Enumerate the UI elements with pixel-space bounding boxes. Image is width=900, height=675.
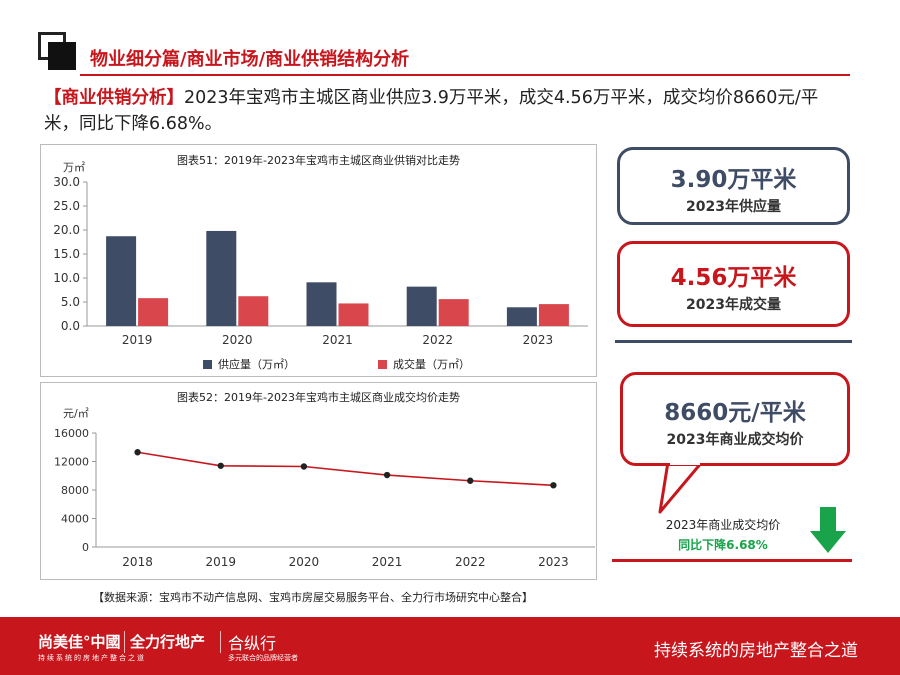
y-tick-label: 20.0 (53, 223, 80, 237)
footer-brand-hezongxing-sub: 多元联合的品牌经营者 (228, 654, 298, 662)
x-tick-label: 2023 (538, 555, 569, 569)
header-logo-icon (38, 32, 78, 72)
yoy-line2: 同比下降6.68% (678, 538, 768, 552)
supply-card: 3.90万平米 2023年供应量 (617, 147, 850, 225)
x-tick-label: 2021 (372, 555, 403, 569)
divider-red (612, 559, 852, 562)
supply-bar (306, 282, 337, 326)
footer-slogan: 持续系统的房地产整合之道 (654, 641, 858, 661)
price-trend-chart-panel: 0 4000 8000 12000 16000 2018 2019 2020 2021 2022 2… (40, 382, 597, 580)
footer-brand-shangmeijia-sub: 持续系统的房地产整合之道 (38, 654, 146, 662)
footer-brand-quanlixing: 全力行地产 (130, 633, 206, 651)
deal-value: 4.56万平米 (670, 265, 797, 291)
y-tick-label: 16000 (54, 427, 89, 440)
summary-text: 2023年宝鸡市主城区商业供应3.9万平米，成交4.56万平米，成交均价8660… (44, 88, 819, 134)
chart2-unit: 元/㎡ (63, 407, 89, 420)
x-tick-label: 2020 (222, 333, 253, 347)
x-tick-label: 2022 (422, 333, 453, 347)
x-tick-label: 2020 (289, 555, 320, 569)
price-point (300, 463, 308, 470)
supply-deal-chart-panel: 0.0 5.0 10.0 15.0 20.0 25.0 30.0 2019 2020 2021 20… (40, 144, 597, 377)
y-tick-label: 5.0 (61, 295, 80, 309)
x-tick-label: 2022 (455, 555, 486, 569)
supply-bar (106, 236, 137, 326)
price-point (134, 449, 141, 456)
supply-label: 2023年供应量 (686, 199, 781, 215)
y-tick-label: 0 (82, 541, 89, 554)
supply-bar (206, 230, 237, 326)
x-tick-label: 2019 (122, 333, 153, 347)
deal-card: 4.56万平米 2023年成交量 (617, 241, 850, 327)
yoy-line1: 2023年商业成交均价 (665, 518, 781, 532)
price-label: 2023年商业成交均价 (666, 432, 804, 448)
price-card: 8660元/平米 2023年商业成交均价 (620, 372, 850, 466)
price-point (383, 471, 391, 479)
deal-bar (238, 296, 269, 326)
y-tick-label: 8000 (61, 484, 89, 497)
legend-deal-label: 成交量（万㎡） (393, 358, 470, 371)
x-tick-label: 2023 (523, 333, 554, 347)
footer-bar: 尚美佳°中國 持续系统的房地产整合之道 全力行地产 合纵行 多元联合的品牌经营者… (0, 617, 900, 675)
supply-deal-bar-chart: 0.0 5.0 10.0 15.0 20.0 25.0 30.0 2019 2020 2021 20… (53, 175, 588, 347)
deal-bar (538, 304, 569, 326)
footer-divider (220, 631, 221, 653)
y-tick-label: 12000 (54, 456, 89, 469)
deal-bar (338, 303, 369, 326)
chart1-title: 图表51：2019年-2023年宝鸡市主城区商业供销对比走势 (177, 154, 460, 167)
data-source-note: 【数据来源：宝鸡市不动产信息网、宝鸡市房屋交易服务平台、全力行市场研究中心整合】 (93, 591, 533, 604)
supply-bar (506, 307, 537, 326)
legend-deal: 成交量（万㎡） (378, 356, 470, 372)
header-divider (80, 74, 850, 76)
x-tick-label: 2021 (322, 333, 353, 347)
x-tick-label: 2018 (122, 555, 153, 569)
page-title: 物业细分篇/商业市场/商业供销结构分析 (90, 49, 410, 70)
deal-bar (138, 298, 169, 326)
y-tick-label: 15.0 (53, 247, 80, 261)
legend-deal-swatch (378, 359, 387, 369)
divider-navy (615, 340, 852, 343)
legend-supply-swatch (203, 359, 212, 369)
price-point (467, 477, 474, 484)
price-point (217, 462, 224, 469)
price-line (137, 451, 554, 487)
deal-bar (438, 299, 469, 326)
y-tick-label: 4000 (61, 513, 89, 526)
supply-bar (406, 286, 437, 326)
price-point (550, 482, 557, 489)
legend-supply: 供应量（万㎡） (203, 356, 295, 372)
summary-tag: 【商业供销分析】 (44, 88, 184, 108)
y-tick-label: 25.0 (53, 199, 80, 213)
legend-supply-label: 供应量（万㎡） (218, 358, 295, 371)
footer-divider (124, 631, 125, 653)
chart2-title: 图表52：2019年-2023年宝鸡市主城区商业成交均价走势 (177, 391, 460, 404)
price-value: 8660元/平米 (664, 400, 806, 426)
footer-brand-hezongxing: 合纵行 (228, 634, 277, 653)
yoy-note: 2023年商业成交均价 同比下降6.68% (648, 516, 798, 553)
down-arrow-icon (810, 507, 846, 553)
y-tick-label: 30.0 (53, 175, 80, 189)
footer-brand-shangmeijia: 尚美佳°中國 (38, 633, 121, 651)
x-tick-label: 2019 (205, 555, 236, 569)
chart1-unit: 万㎡ (63, 161, 85, 174)
y-tick-label: 10.0 (53, 271, 80, 285)
y-tick-label: 0.0 (61, 319, 80, 333)
supply-value: 3.90万平米 (670, 167, 797, 193)
summary-paragraph: 【商业供销分析】2023年宝鸡市主城区商业供应3.9万平米，成交4.56万平米，… (44, 85, 844, 137)
price-trend-line-chart: 0 4000 8000 12000 16000 2018 2019 2020 2021 2022 2… (54, 427, 595, 569)
deal-label: 2023年成交量 (686, 297, 781, 313)
